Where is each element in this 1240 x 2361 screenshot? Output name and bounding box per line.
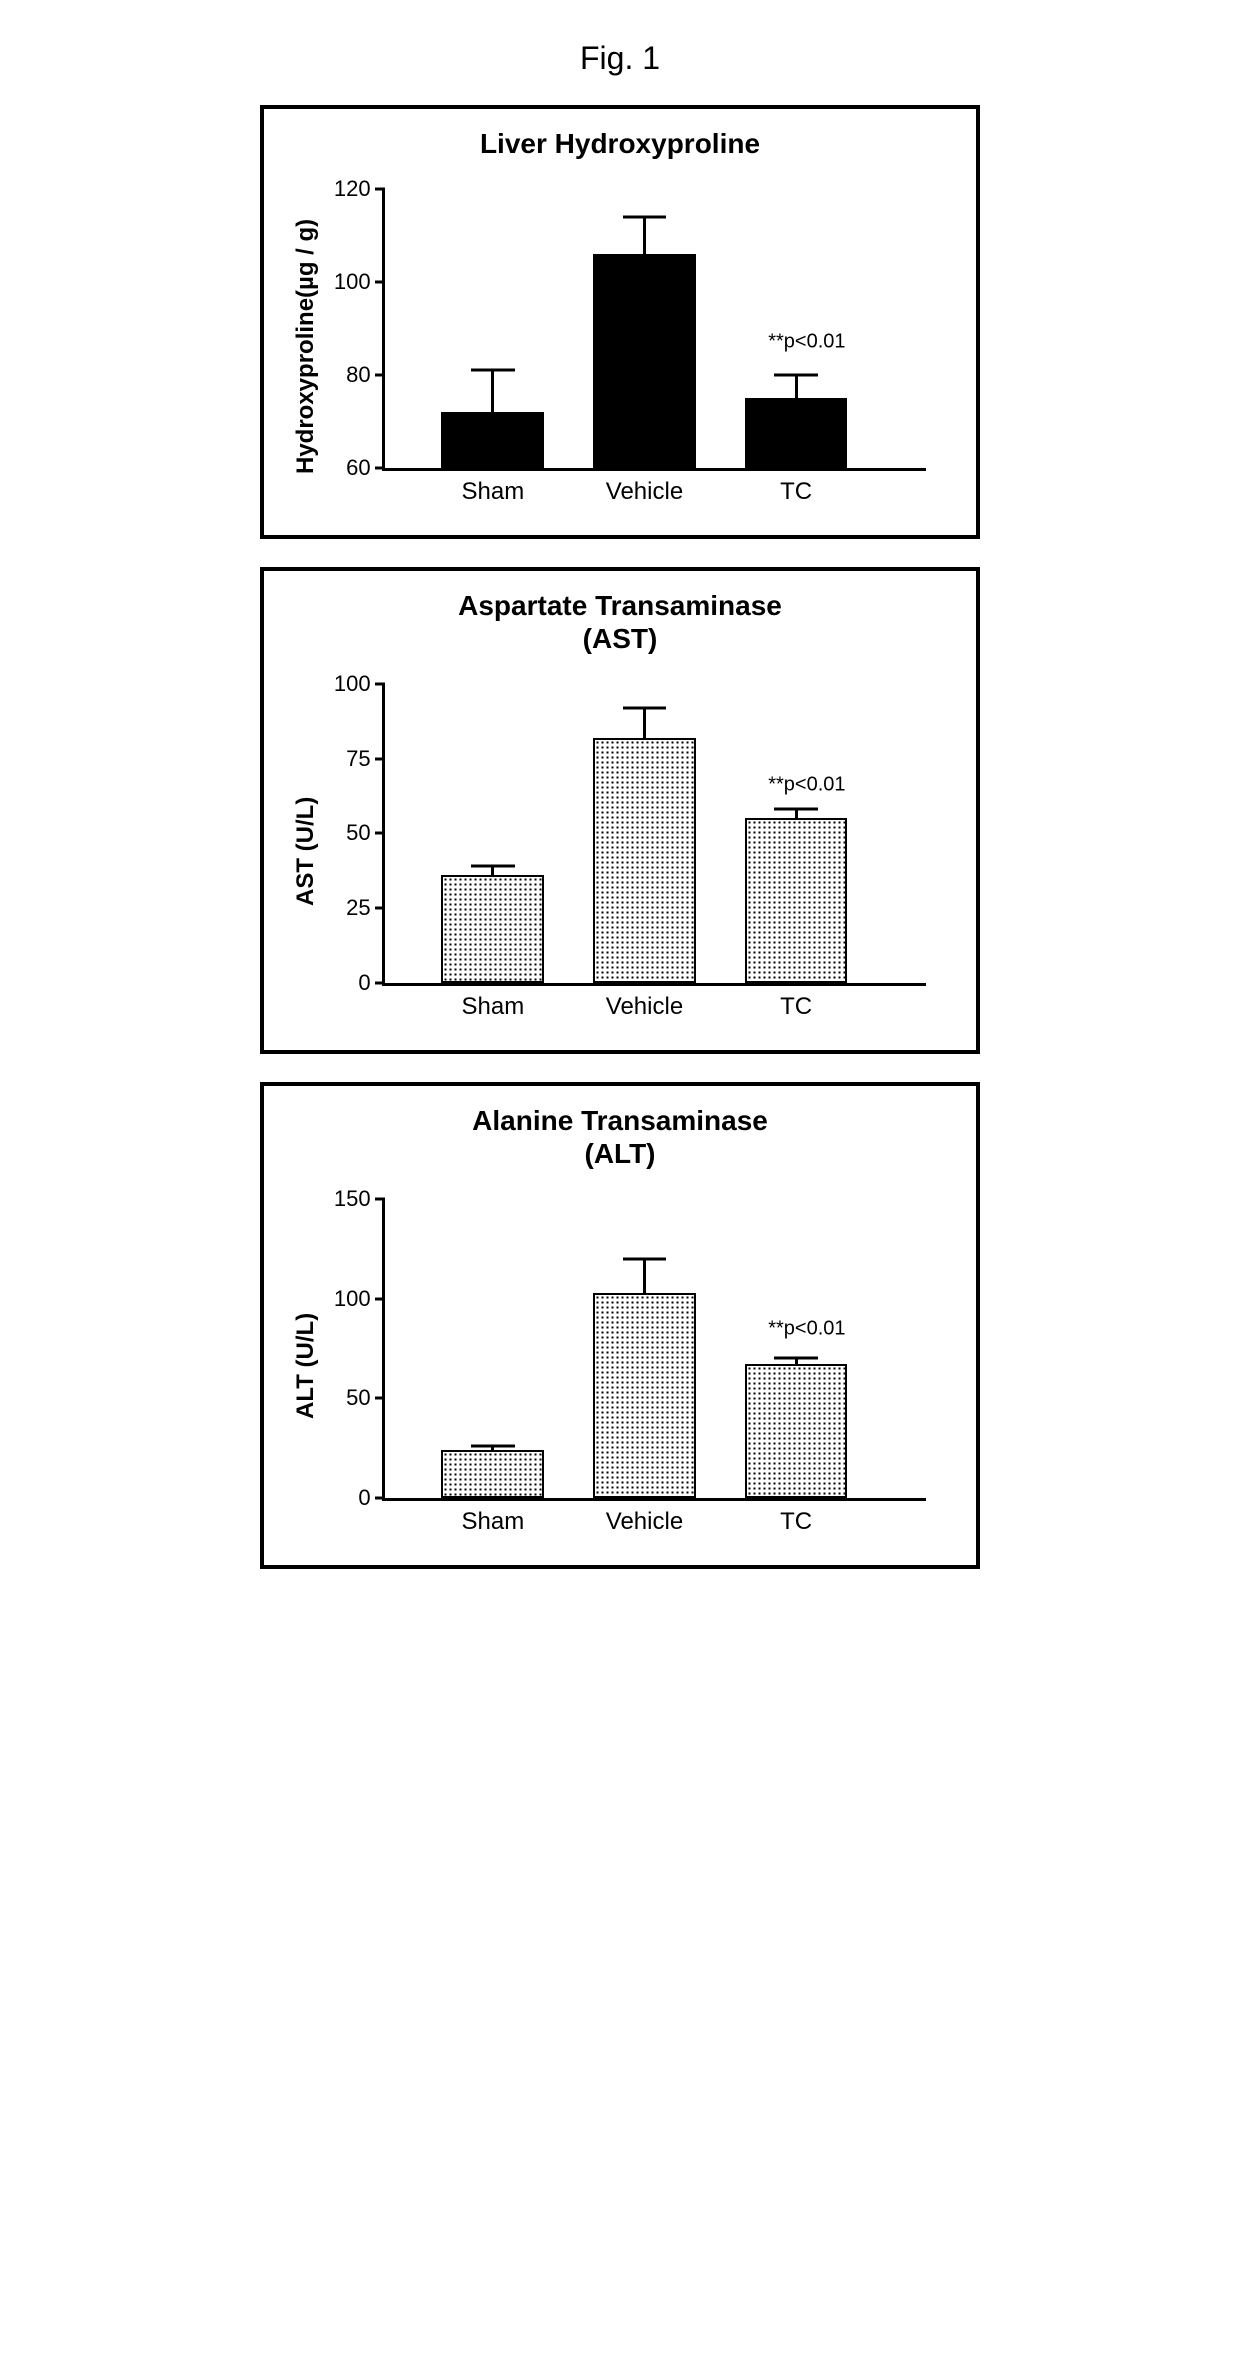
significance-annotation: **p<0.01 (768, 1317, 845, 1340)
y-tick (375, 1496, 385, 1499)
y-axis-label: ALT (U/L) (286, 1181, 320, 1551)
panel-ast: Aspartate Transaminase(AST) AST (U/L) 0 25 5… (260, 567, 980, 1054)
y-tick-label: 150 (334, 1186, 371, 1212)
error-cap (623, 706, 666, 709)
y-tick-label: 75 (346, 746, 370, 772)
x-tick-label: Sham (462, 993, 525, 1021)
y-tick-label: 0 (358, 970, 370, 996)
y-tick-label: 100 (334, 1286, 371, 1312)
x-tick-label: Vehicle (606, 1508, 683, 1536)
y-tick-label: 100 (334, 269, 371, 295)
bar-tc (745, 1364, 848, 1498)
x-tick-label: TC (780, 993, 812, 1021)
panel-hydroxyproline: Liver Hydroxyproline Hydroxyproline(µg / … (260, 105, 980, 539)
x-tick-label: TC (780, 1508, 812, 1536)
x-tick-label: Vehicle (606, 478, 683, 506)
chart-row: ALT (U/L) 0 50 100 150 Sham Vehicle TC **p<0.01 (286, 1181, 954, 1551)
y-tick-label: 50 (346, 820, 370, 846)
figure-container: Fig. 1 Liver Hydroxyproline Hydroxyprolin… (260, 40, 980, 1569)
error-bar (643, 708, 646, 738)
y-tick-label: 0 (358, 1485, 370, 1511)
chart-row: AST (U/L) 0 25 50 75 100 Sham Vehicle TC **p<0.01 (286, 666, 954, 1036)
error-cap (774, 373, 817, 376)
y-tick (375, 466, 385, 469)
y-tick (375, 981, 385, 984)
error-cap (774, 808, 817, 811)
error-cap (471, 368, 514, 371)
y-tick (375, 682, 385, 685)
y-tick (375, 1197, 385, 1200)
bar-sham (441, 1450, 544, 1498)
bar-tc (745, 398, 848, 468)
y-axis-label: AST (U/L) (286, 666, 320, 1036)
plot-area: 0 25 50 75 100 Sham Vehicle TC **p<0.01 (320, 666, 954, 1036)
axes: 050100150ShamVehicleTC**p<0.01 (382, 1199, 926, 1501)
error-bar (643, 217, 646, 254)
error-cap (774, 1357, 817, 1360)
x-tick-label: TC (780, 478, 812, 506)
y-tick-label: 100 (334, 671, 371, 697)
error-bar (491, 370, 494, 412)
plot-area: 0 50 100 150 Sham Vehicle TC **p<0.01 (320, 1181, 954, 1551)
significance-annotation: **p<0.01 (768, 774, 845, 797)
error-bar (643, 1259, 646, 1293)
axes: 6080100120ShamVehicleTC**p<0.01 (382, 189, 926, 471)
bar-tc (745, 818, 848, 982)
y-tick (375, 832, 385, 835)
x-tick-label: Sham (462, 1508, 525, 1536)
x-tick-label: Sham (462, 478, 525, 506)
bar-sham (441, 875, 544, 983)
y-tick-label: 120 (334, 176, 371, 202)
y-tick-label: 60 (346, 455, 370, 481)
panel-title: Liver Hydroxyproline (286, 127, 954, 161)
error-cap (471, 1445, 514, 1448)
panel-title: Aspartate Transaminase(AST) (286, 589, 954, 656)
y-tick (375, 1397, 385, 1400)
panel-title: Alanine Transaminase(ALT) (286, 1104, 954, 1171)
chart-row: Hydroxyproline(µg / g) 60 80 100 120 Sham Vehi… (286, 171, 954, 521)
y-tick (375, 280, 385, 283)
panel-alt: Alanine Transaminase(ALT) ALT (U/L) 0 50 100… (260, 1082, 980, 1569)
significance-annotation: **p<0.01 (768, 331, 845, 354)
error-cap (623, 1257, 666, 1260)
y-tick (375, 1297, 385, 1300)
y-tick-label: 25 (346, 895, 370, 921)
error-cap (471, 865, 514, 868)
x-tick-label: Vehicle (606, 993, 683, 1021)
y-tick (375, 907, 385, 910)
bar-vehicle (593, 1293, 696, 1498)
y-tick (375, 187, 385, 190)
y-tick (375, 373, 385, 376)
bar-vehicle (593, 254, 696, 468)
bar-sham (441, 412, 544, 468)
bar-vehicle (593, 738, 696, 983)
y-axis-label: Hydroxyproline(µg / g) (286, 171, 320, 521)
panels-container: Liver Hydroxyproline Hydroxyproline(µg / … (260, 105, 980, 1569)
y-tick (375, 757, 385, 760)
y-tick-label: 80 (346, 362, 370, 388)
axes: 0255075100ShamVehicleTC**p<0.01 (382, 684, 926, 986)
error-bar (795, 375, 798, 398)
y-tick-label: 50 (346, 1385, 370, 1411)
figure-label: Fig. 1 (260, 40, 980, 77)
plot-area: 60 80 100 120 Sham Vehicle TC **p<0.01 (320, 171, 954, 521)
error-cap (623, 215, 666, 218)
